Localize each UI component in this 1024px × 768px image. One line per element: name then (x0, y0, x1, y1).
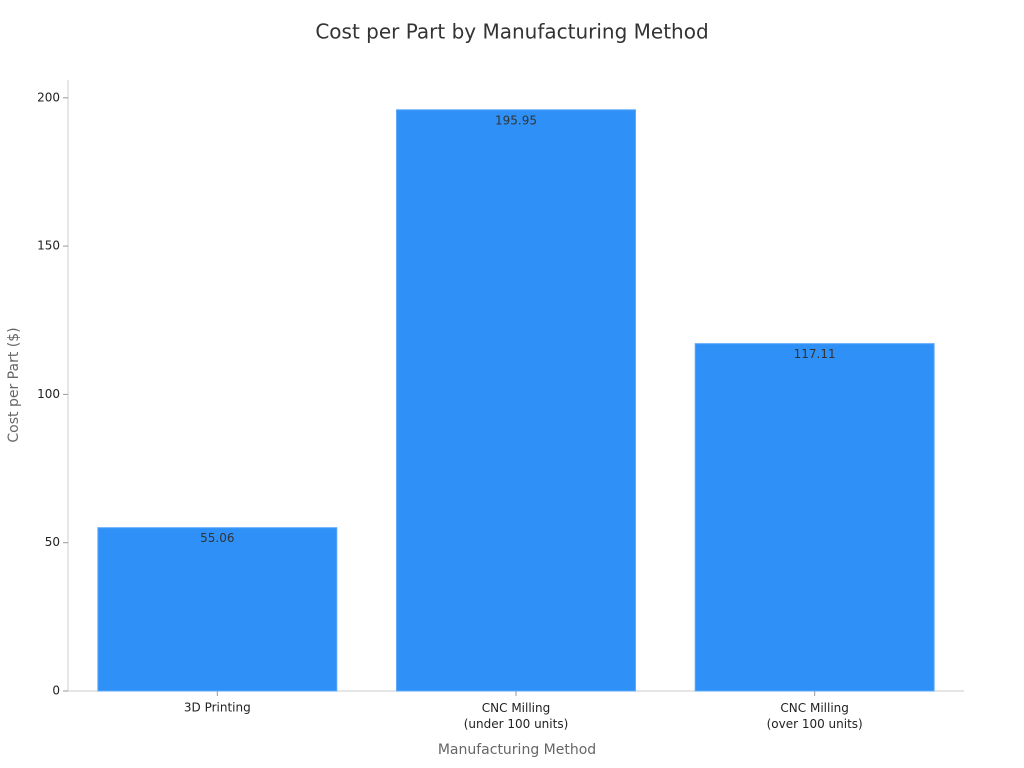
x-tick-label: CNC Milling (under 100 units) (464, 701, 569, 731)
x-tick-label: 3D Printing (184, 701, 251, 715)
chart-title: Cost per Part by Manufacturing Method (315, 20, 708, 44)
value-label: 55.06 (200, 531, 234, 545)
y-tick-label: 200 (37, 90, 60, 104)
bar (694, 343, 935, 692)
y-axis-title: Cost per Part ($) (6, 327, 22, 442)
bar (97, 527, 338, 692)
y-tick-label: 0 (52, 684, 60, 698)
value-label: 195.95 (495, 113, 537, 127)
x-tick-label: CNC Milling (over 100 units) (767, 701, 863, 731)
x-axis-title: Manufacturing Method (438, 742, 596, 758)
y-tick-label: 150 (37, 239, 60, 253)
y-tick-label: 50 (45, 535, 60, 549)
bar (396, 109, 636, 692)
value-label: 117.11 (794, 347, 836, 361)
y-tick-label: 100 (37, 387, 60, 401)
